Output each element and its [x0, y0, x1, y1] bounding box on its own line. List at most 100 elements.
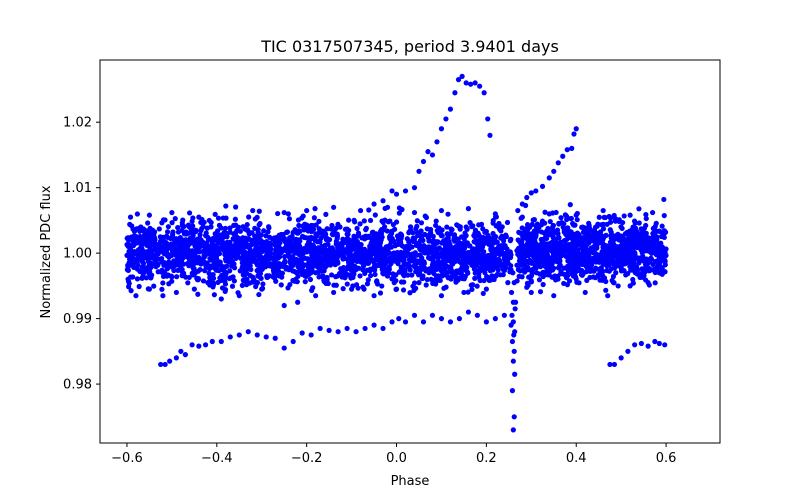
- data-point-band: [442, 244, 449, 250]
- data-point-band: [156, 226, 162, 232]
- data-point-band: [322, 242, 328, 248]
- data-point-band: [143, 249, 150, 255]
- data-point-band: [233, 204, 239, 210]
- data-point-upper-arc: [371, 201, 377, 207]
- data-point-lower-arc: [611, 361, 618, 368]
- data-point-band: [538, 249, 545, 256]
- data-point-band: [339, 243, 345, 249]
- data-point-upper-scatter: [357, 207, 364, 214]
- data-point-band: [504, 251, 511, 257]
- data-point-band: [279, 263, 285, 269]
- data-point-band: [137, 228, 143, 234]
- data-point-eclipse-dip: [509, 312, 515, 318]
- data-point-band: [560, 224, 566, 230]
- data-point-band: [565, 253, 572, 259]
- data-point-band: [277, 236, 283, 242]
- data-point-band: [422, 231, 428, 238]
- data-point-band: [284, 229, 291, 235]
- data-point-band: [291, 268, 297, 274]
- data-point-lower-arc: [196, 343, 202, 349]
- data-point-band: [323, 280, 329, 286]
- data-point-band: [423, 268, 429, 274]
- data-point-band: [346, 242, 352, 248]
- data-point-band: [641, 225, 648, 231]
- data-point-band: [603, 232, 609, 238]
- data-point-band: [302, 279, 308, 285]
- data-point-band: [642, 236, 649, 242]
- data-point-band: [419, 259, 425, 265]
- data-point-band: [199, 226, 205, 232]
- data-point-band: [285, 285, 291, 291]
- data-point-band: [417, 247, 423, 253]
- data-point-band: [351, 246, 357, 252]
- data-point-band: [212, 211, 218, 217]
- data-point-band: [351, 233, 357, 239]
- data-point-band: [175, 267, 181, 273]
- data-point-band: [370, 229, 376, 235]
- data-point-upper-scatter: [573, 212, 579, 218]
- data-point-band: [377, 240, 384, 246]
- data-point-band: [256, 208, 262, 214]
- data-point-band: [643, 212, 649, 218]
- data-point-band: [383, 260, 389, 266]
- data-point-upper-arc: [389, 188, 395, 194]
- data-point-band: [476, 271, 482, 277]
- data-point-band: [516, 273, 522, 279]
- data-point-band: [290, 277, 296, 284]
- data-point-band: [296, 222, 302, 229]
- data-point-band: [211, 292, 217, 298]
- data-point-band: [396, 269, 402, 275]
- data-point-band: [449, 227, 455, 233]
- data-point-eclipse-dip: [512, 299, 519, 305]
- data-point-band: [135, 262, 141, 268]
- data-point-band: [223, 215, 229, 221]
- data-point-band: [194, 260, 200, 266]
- data-point-band: [224, 263, 230, 269]
- data-point-band: [149, 252, 156, 258]
- data-point-band: [480, 290, 486, 297]
- data-point-band: [288, 243, 294, 249]
- data-point-band: [403, 243, 409, 250]
- data-point-band: [490, 220, 496, 226]
- data-point-band: [622, 231, 629, 237]
- data-point-band: [134, 276, 141, 282]
- data-point-band: [423, 282, 429, 288]
- data-point-band: [219, 285, 226, 291]
- data-point-lower-scatter: [160, 293, 166, 299]
- data-point-upper-scatter: [438, 207, 445, 214]
- data-point-band: [447, 231, 453, 237]
- data-point-band: [501, 255, 507, 261]
- data-point-band: [478, 260, 484, 266]
- data-point-band: [561, 250, 567, 256]
- data-point-band: [630, 230, 637, 236]
- data-point-band: [464, 264, 470, 270]
- data-point-upper-arc: [443, 116, 449, 122]
- x-tick-label: −0.6: [111, 451, 143, 466]
- data-point-band: [200, 278, 207, 284]
- data-point-band: [136, 283, 142, 290]
- data-point-lower-arc: [308, 332, 314, 338]
- data-point-band: [324, 261, 330, 267]
- data-point-band: [461, 260, 467, 266]
- data-point-band: [453, 254, 459, 260]
- data-point-band: [536, 263, 542, 269]
- data-point-lower-arc: [178, 348, 184, 354]
- data-point-band: [297, 252, 303, 258]
- data-point-band: [610, 249, 616, 255]
- data-point-band: [227, 268, 233, 274]
- data-point-band: [414, 218, 420, 224]
- data-point-lower-arc: [158, 361, 164, 368]
- data-point-lower-scatter: [218, 296, 224, 302]
- data-point-band: [622, 237, 628, 244]
- data-point-band: [412, 259, 418, 265]
- data-point-band: [457, 267, 464, 274]
- data-point-band: [140, 260, 147, 266]
- data-point-band: [463, 224, 469, 230]
- data-point-band: [427, 238, 433, 244]
- data-point-band: [606, 268, 612, 274]
- plot-area-frame: [99, 59, 721, 444]
- data-point-upper-arc: [420, 158, 427, 165]
- data-point-lower-arc: [625, 348, 631, 354]
- data-point-upper-arc: [573, 126, 579, 132]
- data-point-band: [333, 238, 339, 244]
